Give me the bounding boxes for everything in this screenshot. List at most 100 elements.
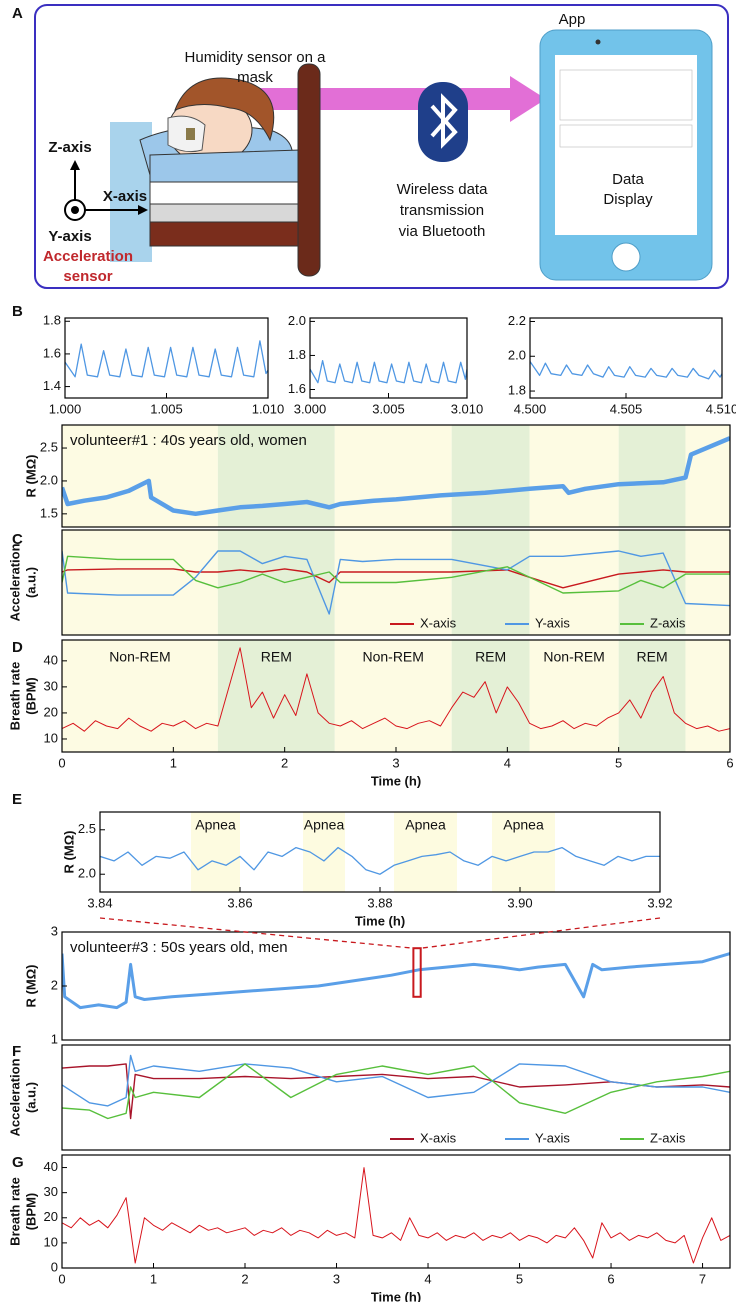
mask-label: mask xyxy=(237,69,273,86)
humidity-sensor xyxy=(186,128,195,140)
y-tick-label: 3 xyxy=(51,923,58,938)
data-line xyxy=(62,555,730,594)
shaded-band xyxy=(685,530,730,635)
data-line xyxy=(62,1054,730,1107)
band-label: Apnea xyxy=(195,817,236,833)
x-tick-label: 4 xyxy=(424,1271,431,1286)
legend-label: Y-axis xyxy=(535,615,570,630)
y-tick-label: 20 xyxy=(44,1209,58,1224)
app-label: App xyxy=(559,11,586,28)
data-line xyxy=(62,647,730,732)
x-axis-label: Time (h) xyxy=(355,913,405,928)
band-label: Non-REM xyxy=(109,649,170,665)
acc-sensor-label: Acceleration xyxy=(43,248,133,265)
home-button xyxy=(611,242,641,272)
y-axis-label: Acceleration xyxy=(7,1058,22,1136)
y-axis-label: (BPM) xyxy=(23,677,38,715)
y-tick-label: 2.0 xyxy=(40,472,58,487)
x-tick-label: 6 xyxy=(607,1271,614,1286)
y-tick-label: 2.2 xyxy=(508,313,526,328)
y-tick-label: 1.6 xyxy=(288,381,306,396)
y-tick-label: 10 xyxy=(44,730,58,745)
band-label: Apnea xyxy=(503,817,544,833)
bluetooth-symbol xyxy=(430,93,458,149)
zoom-guide xyxy=(99,917,414,949)
blanket xyxy=(149,149,301,183)
legend-label: Z-axis xyxy=(650,1130,686,1145)
shaded-band xyxy=(529,425,619,527)
legend-label: X-axis xyxy=(420,1130,457,1145)
display-label: Data xyxy=(612,171,644,188)
mask-label: Humidity sensor on a xyxy=(185,49,327,66)
y-tick-label: 1.8 xyxy=(508,382,526,397)
shaded-band xyxy=(451,530,530,635)
data-line xyxy=(530,361,722,380)
shaded-band xyxy=(394,812,457,892)
x-tick-label: 7 xyxy=(699,1271,706,1286)
arrow-head xyxy=(510,76,546,122)
panel-label: G xyxy=(12,1154,24,1171)
x-tick-label: 4.500 xyxy=(514,401,547,416)
x-tick-label: 6 xyxy=(726,755,733,770)
shaded-band xyxy=(191,812,240,892)
y-tick-label: 1.4 xyxy=(43,378,61,393)
wireless-label: transmission xyxy=(400,202,484,219)
data-line xyxy=(65,340,268,378)
shaded-band xyxy=(529,640,619,752)
band-label: REM xyxy=(637,649,668,665)
display-label: Display xyxy=(603,191,653,208)
wireless-label: via Bluetooth xyxy=(399,223,486,240)
plot-frame xyxy=(64,317,269,399)
mattress xyxy=(149,181,301,205)
plot-frame xyxy=(529,317,723,399)
bed-frame xyxy=(149,203,301,223)
y-tick-label: 1 xyxy=(51,1031,58,1046)
x-tick-label: 1.005 xyxy=(150,401,183,416)
y-tick-label: 2.5 xyxy=(40,439,58,454)
band-label: Non-REM xyxy=(362,649,423,665)
panel-label: C xyxy=(12,531,23,548)
x-tick-label: 4 xyxy=(504,755,511,770)
data-line xyxy=(62,550,730,615)
y-tick-label: 30 xyxy=(44,1184,58,1199)
panel-label: B xyxy=(12,303,23,320)
y-tick-label: 30 xyxy=(44,678,58,693)
x-tick-label: 4.510 xyxy=(706,401,736,416)
panel-label: D xyxy=(12,639,23,656)
shaded-band xyxy=(217,425,335,527)
acc-sensor-label: sensor xyxy=(63,268,112,285)
plot-frame xyxy=(61,529,731,636)
z-arrow-head xyxy=(70,160,80,170)
x-axis-label: X-axis xyxy=(103,188,147,205)
plot-frame xyxy=(61,1044,731,1151)
shaded-band xyxy=(685,640,730,752)
y-tick-label: 2 xyxy=(51,977,58,992)
x-tick-label: 0 xyxy=(58,1271,65,1286)
shaded-band xyxy=(618,640,686,752)
data-line xyxy=(310,359,467,384)
panel-a: Z-axis X-axis Y-axis Acceleration sensor… xyxy=(34,4,729,289)
y-axis-label: Breath rate xyxy=(7,1177,22,1246)
data-line xyxy=(62,436,730,517)
data-line xyxy=(62,1063,730,1120)
x-tick-label: 1.000 xyxy=(49,401,82,416)
y-axis-label: R (MΩ) xyxy=(23,455,38,498)
x-tick-label: 1 xyxy=(170,755,177,770)
x-tick-label: 3.005 xyxy=(372,401,405,416)
data-line xyxy=(100,846,660,875)
panel-label: F xyxy=(12,1043,21,1060)
data-line xyxy=(62,1063,730,1120)
legend-label: Z-axis xyxy=(650,615,686,630)
y-tick-label: 20 xyxy=(44,704,58,719)
y-axis-label: Breath rate xyxy=(7,662,22,731)
shaded-band xyxy=(618,530,686,635)
plot-frame xyxy=(61,1154,731,1269)
shaded-band xyxy=(217,530,335,635)
y-tick-label: 1.8 xyxy=(43,313,61,328)
y-tick-label: 2.0 xyxy=(288,313,306,328)
shaded-band xyxy=(451,425,530,527)
shaded-band xyxy=(62,640,218,752)
band-label: Apnea xyxy=(405,817,446,833)
x-tick-label: 3.010 xyxy=(451,401,484,416)
